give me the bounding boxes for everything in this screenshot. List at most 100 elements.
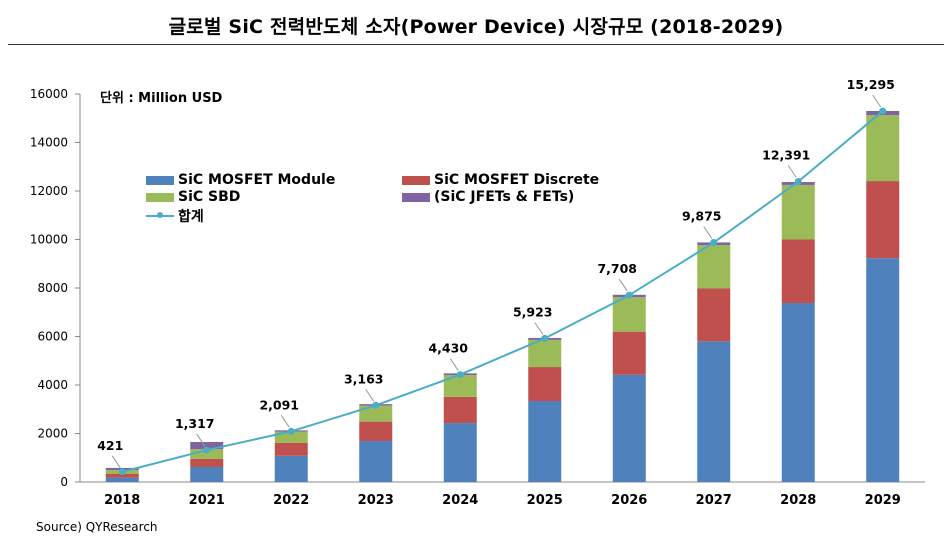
- legend-label-total: 합계: [178, 209, 204, 225]
- bar-segment-module: [190, 466, 224, 482]
- total-line-point: [794, 178, 802, 186]
- total-line-point: [625, 291, 633, 299]
- data-label-leader: [196, 433, 206, 447]
- bar-segment-sbd: [612, 297, 646, 332]
- data-label-leader: [787, 165, 797, 178]
- total-line-point: [372, 401, 380, 409]
- total-line-point: [203, 446, 211, 454]
- total-line-point: [541, 334, 549, 342]
- bar-segment-sbd: [190, 449, 224, 459]
- bar-segment-sbd: [866, 115, 900, 182]
- total-line: [122, 110, 884, 473]
- total-data-label: 5,923: [513, 304, 553, 319]
- bar-segment-discrete: [443, 396, 477, 424]
- bar-segment-module: [866, 258, 900, 482]
- bar-segment-module: [697, 341, 731, 482]
- y-tick-label: 14000: [30, 136, 68, 150]
- legend-swatch-sbd: [146, 192, 174, 202]
- bar-segment-jfet: [190, 441, 224, 450]
- total-data-label: 3,163: [344, 371, 384, 386]
- bar-segment-sbd: [528, 339, 562, 368]
- x-tick-label: 2021: [189, 493, 225, 508]
- bar-segment-sbd: [443, 375, 477, 397]
- bar-segment-discrete: [359, 421, 393, 442]
- source-note: Source) QYResearch: [36, 520, 158, 534]
- bar-segment-module: [443, 423, 477, 482]
- bar-segment-module: [274, 455, 308, 482]
- bar-segment-discrete: [274, 442, 308, 456]
- legend-label-module: SiC MOSFET Module: [178, 172, 336, 188]
- data-label-leader: [365, 389, 375, 402]
- bar-segment-discrete: [105, 473, 139, 478]
- total-line-point: [118, 468, 126, 476]
- y-tick-label: 0: [60, 475, 68, 489]
- data-label-leader: [449, 358, 459, 371]
- legend-label-discrete: SiC MOSFET Discrete: [434, 172, 600, 188]
- legend-swatch-jfet: [402, 192, 430, 202]
- y-tick-label: 8000: [37, 281, 68, 295]
- y-tick-label: 10000: [30, 233, 68, 247]
- chart-title: 글로벌 SiC 전력반도체 소자(Power Device) 시장규모 (201…: [168, 16, 784, 38]
- total-data-label: 421: [97, 438, 123, 453]
- x-tick-label: 2018: [104, 493, 140, 508]
- title-divider: [8, 44, 944, 45]
- total-line-point: [710, 239, 718, 247]
- data-label-leader: [618, 278, 628, 292]
- bar-segment-module: [528, 401, 562, 482]
- x-tick-label: 2026: [611, 493, 647, 508]
- bar-segment-module: [612, 374, 646, 482]
- x-tick-label: 2024: [442, 493, 478, 508]
- bar-segment-module: [781, 303, 815, 482]
- bar-segment-discrete: [697, 288, 731, 342]
- x-tick-label: 2023: [358, 493, 394, 508]
- total-data-label: 9,875: [682, 209, 722, 224]
- total-data-label: 15,295: [847, 77, 895, 92]
- legend-swatch-discrete: [402, 175, 430, 185]
- legend-item-module: SiC MOSFET Module: [146, 172, 335, 188]
- bar-segment-discrete: [866, 181, 900, 259]
- x-tick-label: 2027: [696, 493, 732, 508]
- bar-segment-sbd: [781, 184, 815, 240]
- bar-segment-sbd: [697, 245, 731, 289]
- y-tick-label: 16000: [30, 87, 68, 101]
- y-tick-label: 2000: [37, 427, 68, 441]
- y-tick-label: 12000: [30, 184, 68, 198]
- x-tick-label: 2025: [527, 493, 563, 508]
- data-label-leader: [534, 322, 544, 335]
- data-label-leader: [111, 455, 121, 469]
- bar-segment-discrete: [781, 239, 815, 304]
- total-data-label: 12,391: [762, 148, 810, 163]
- data-label-leader: [703, 226, 713, 239]
- bar-segment-sbd: [274, 431, 308, 443]
- legend-swatch-module: [146, 175, 174, 185]
- data-label-leader: [872, 94, 882, 108]
- bar-segment-module: [359, 441, 393, 482]
- legend-item-discrete: SiC MOSFET Discrete: [402, 172, 599, 188]
- legend-label-sbd: SiC SBD: [178, 189, 241, 205]
- data-label-leader: [280, 415, 290, 428]
- legend-item-jfet: (SiC JFETs & FETs): [402, 189, 574, 205]
- bar-segment-discrete: [612, 331, 646, 375]
- total-data-label: 4,430: [428, 341, 468, 356]
- total-line-point: [456, 371, 464, 379]
- bar-segment-module: [105, 477, 139, 482]
- bar-segment-sbd: [359, 405, 393, 422]
- legend-swatch-total: [146, 211, 174, 221]
- y-tick-label: 6000: [37, 330, 68, 344]
- total-line-point: [287, 427, 295, 435]
- x-tick-label: 2022: [273, 493, 309, 508]
- x-tick-label: 2028: [780, 493, 816, 508]
- total-line-point: [879, 107, 887, 115]
- total-data-label: 7,708: [597, 261, 637, 276]
- total-data-label: 2,091: [259, 397, 299, 412]
- bar-segment-discrete: [190, 458, 224, 467]
- bar-segment-discrete: [528, 367, 562, 402]
- legend-item-total: 합계: [146, 206, 204, 226]
- total-data-label: 1,317: [175, 416, 215, 431]
- legend-label-jfet: (SiC JFETs & FETs): [434, 189, 575, 205]
- legend-item-sbd: SiC SBD: [146, 189, 240, 205]
- y-tick-label: 4000: [37, 378, 68, 392]
- unit-label: 단위 : Million USD: [100, 91, 223, 106]
- x-tick-label: 2029: [865, 493, 901, 508]
